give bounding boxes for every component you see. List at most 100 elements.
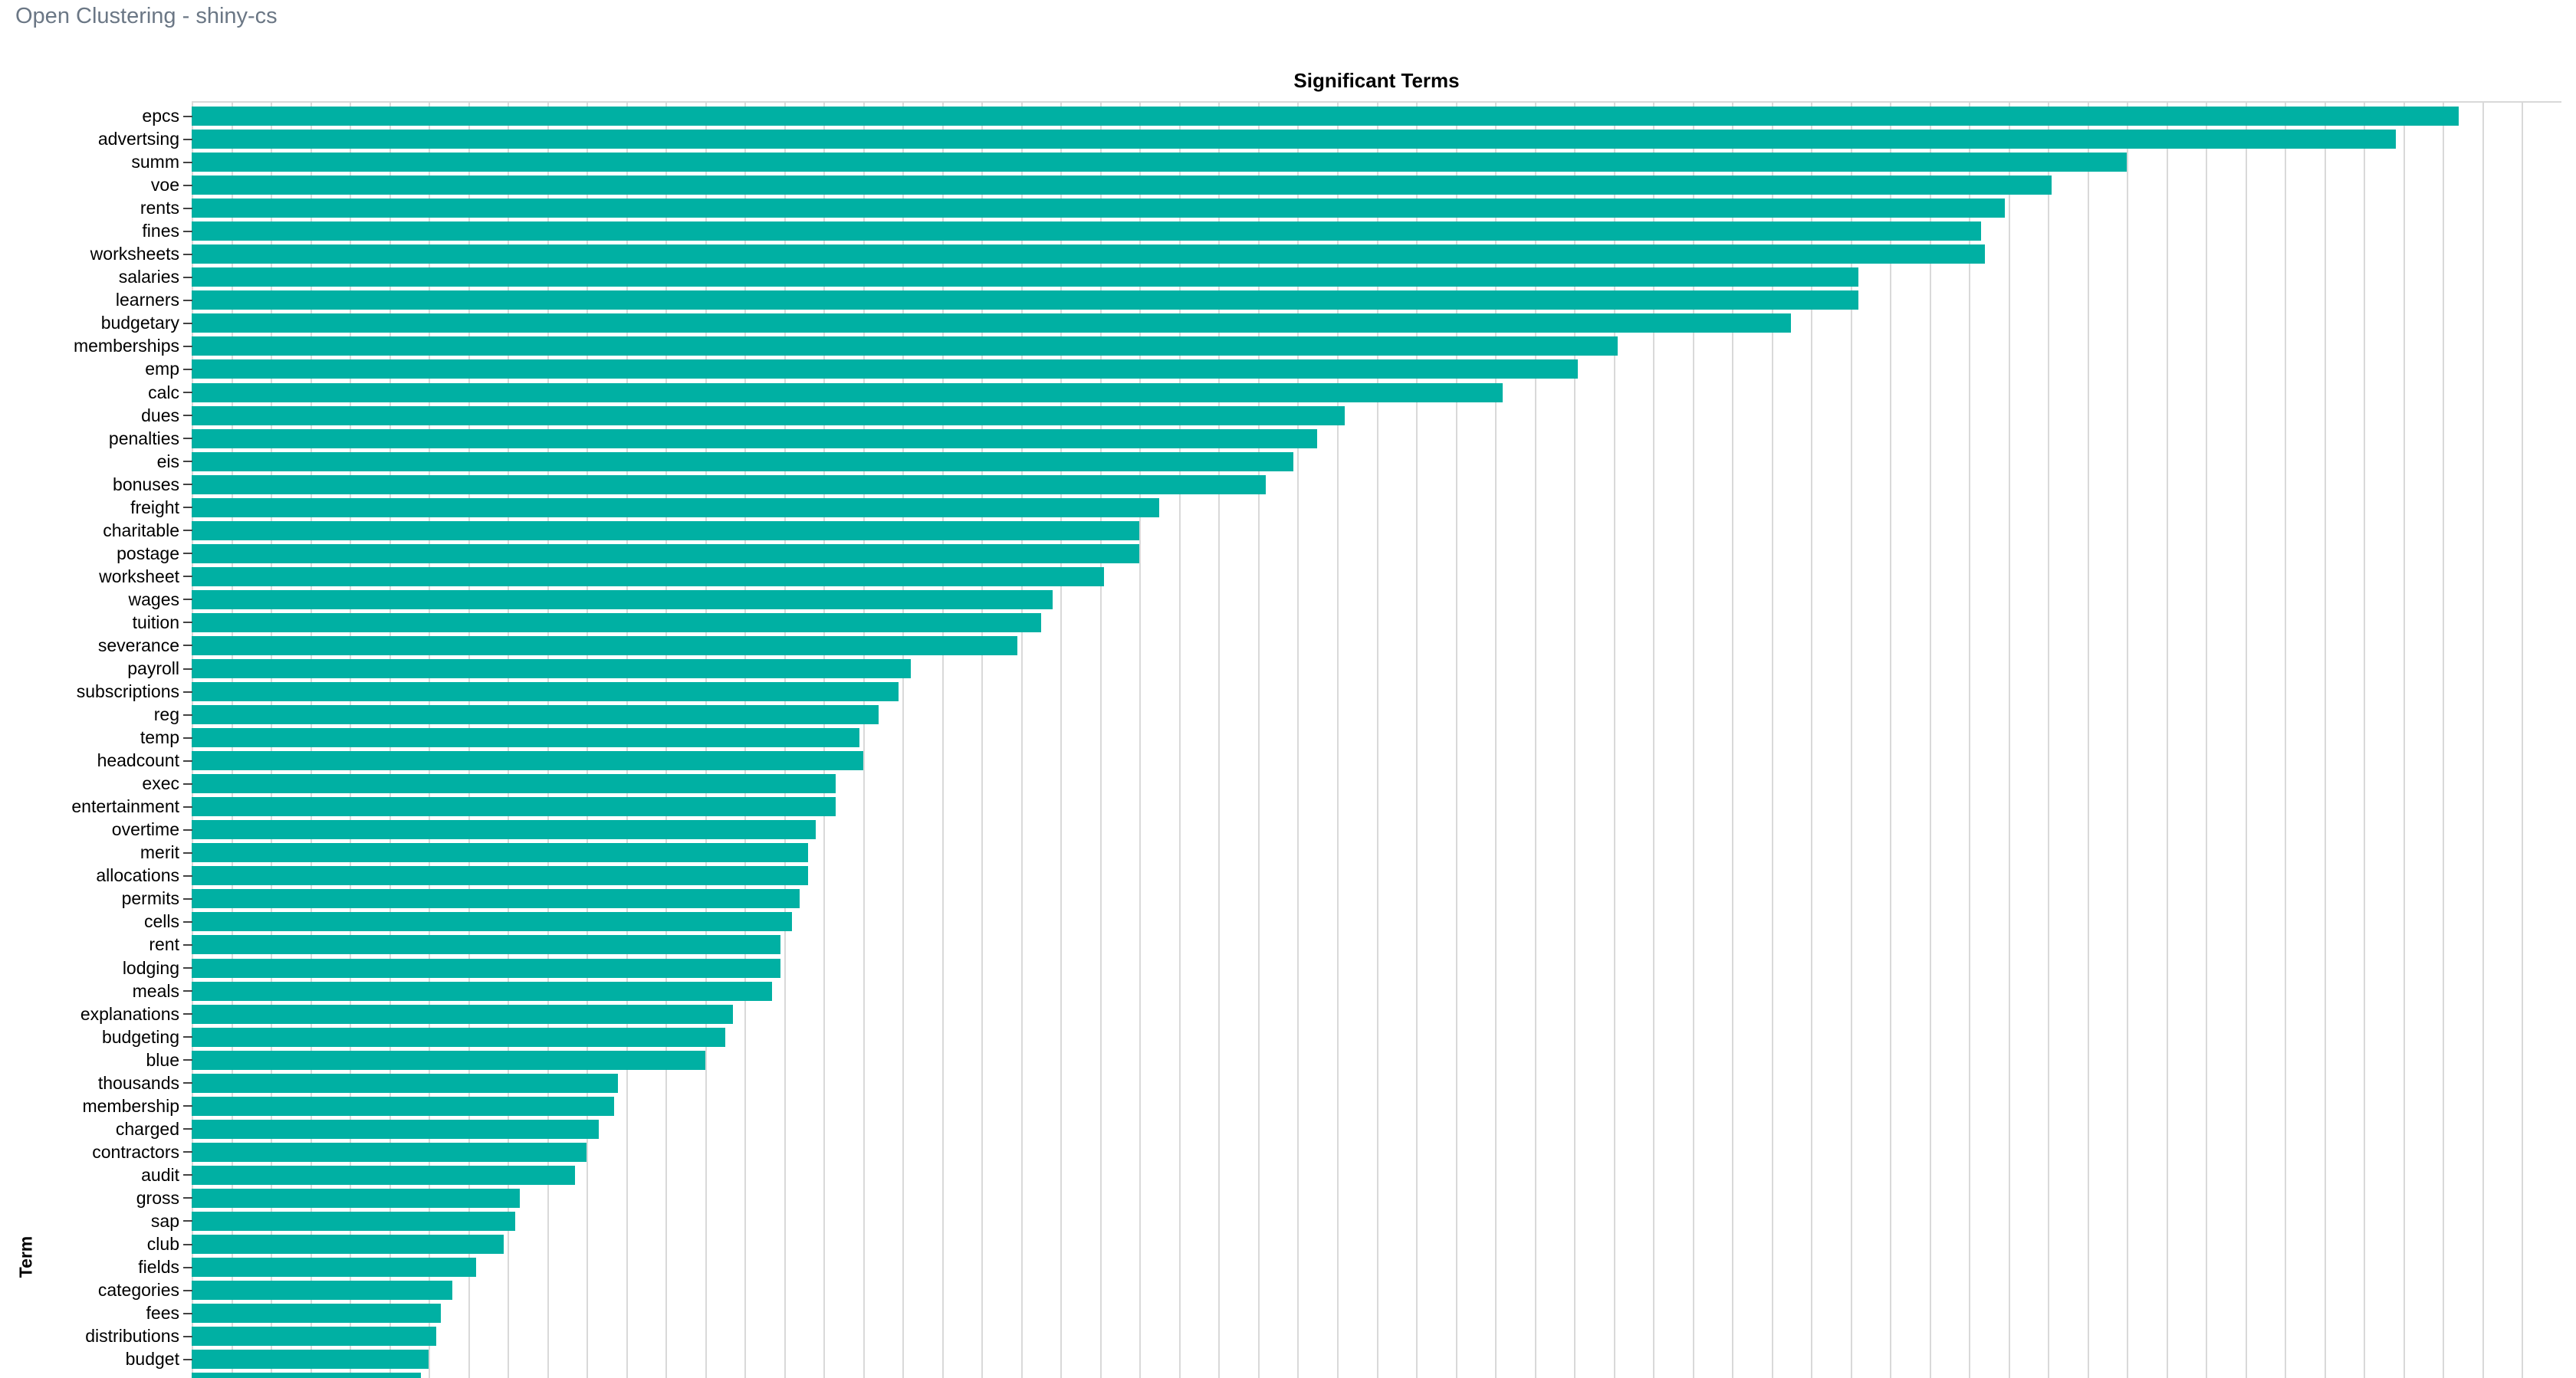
y-tick-mark bbox=[183, 438, 192, 440]
x-gridline bbox=[863, 102, 865, 1378]
y-tick-label: fines bbox=[142, 221, 179, 241]
bar-contractors bbox=[192, 1142, 587, 1162]
y-tick-label: calc bbox=[148, 382, 179, 402]
x-gridline bbox=[2246, 102, 2247, 1378]
y-tick-label: summ bbox=[131, 152, 179, 172]
y-tick-label: dues bbox=[141, 405, 179, 425]
y-tick-label: fees bbox=[146, 1303, 179, 1324]
x-gridline bbox=[1297, 102, 1299, 1378]
y-tick-label: voe bbox=[150, 175, 179, 195]
x-gridline bbox=[2482, 102, 2484, 1378]
y-tick-mark bbox=[183, 1128, 192, 1130]
bar-learners bbox=[192, 290, 1858, 310]
y-tick-mark bbox=[183, 714, 192, 716]
y-tick-label: fields bbox=[138, 1257, 179, 1277]
bar-charitable bbox=[192, 520, 1140, 540]
y-tick-mark bbox=[183, 990, 192, 992]
bar-voe bbox=[192, 176, 2052, 195]
y-tick-label: entertainment bbox=[71, 796, 179, 817]
y-tick-mark bbox=[183, 645, 192, 647]
bar-temp bbox=[192, 728, 859, 748]
x-gridline bbox=[2285, 102, 2286, 1378]
y-tick-label: wages bbox=[128, 589, 179, 609]
y-tick-label: eis bbox=[156, 451, 179, 471]
y-tick-label: club bbox=[146, 1234, 179, 1254]
y-tick-label: headcount bbox=[97, 750, 179, 771]
y-tick-mark bbox=[183, 553, 192, 555]
y-tick-label: reg bbox=[153, 704, 179, 724]
y-tick-label: gross bbox=[136, 1187, 179, 1208]
bar-rent bbox=[192, 935, 780, 955]
y-tick-mark bbox=[183, 622, 192, 624]
y-tick-mark bbox=[183, 161, 192, 163]
y-tick-label: sap bbox=[150, 1210, 179, 1231]
y-tick-label: memberships bbox=[73, 336, 179, 356]
x-gridline bbox=[1811, 102, 1812, 1378]
x-gridline bbox=[1021, 102, 1023, 1378]
x-gridline bbox=[1139, 102, 1141, 1378]
bar-meals bbox=[192, 981, 773, 1001]
plot-area bbox=[192, 102, 2561, 1378]
bar-charged bbox=[192, 1119, 599, 1139]
y-tick-label: tuition bbox=[132, 612, 179, 632]
y-tick-label: cells bbox=[143, 911, 179, 932]
bar-sap bbox=[192, 1211, 516, 1231]
y-tick-label: worksheet bbox=[99, 566, 179, 586]
y-tick-label: meals bbox=[132, 980, 179, 1001]
x-gridline bbox=[1258, 102, 1260, 1378]
y-tick-mark bbox=[183, 1151, 192, 1153]
bar-allocations bbox=[192, 866, 808, 886]
x-gridline bbox=[2206, 102, 2207, 1378]
y-tick-mark bbox=[183, 783, 192, 785]
bar-salaries bbox=[192, 267, 1858, 287]
x-gridline bbox=[1416, 102, 1418, 1378]
x-gridline bbox=[1693, 102, 1694, 1378]
y-tick-mark bbox=[183, 897, 192, 900]
bar-tuition bbox=[192, 612, 1041, 632]
bar-epcs bbox=[192, 107, 2459, 126]
y-tick-label: bonuses bbox=[113, 474, 179, 494]
y-tick-mark bbox=[183, 967, 192, 969]
y-tick-mark bbox=[183, 1013, 192, 1015]
bar-cells bbox=[192, 912, 793, 932]
y-tick-label: distributions bbox=[85, 1326, 179, 1347]
y-tick-label: charged bbox=[115, 1118, 179, 1139]
y-tick-label: permits bbox=[121, 888, 179, 909]
x-gridline bbox=[1851, 102, 1852, 1378]
y-tick-label: rent bbox=[149, 934, 179, 955]
y-tick-mark bbox=[183, 207, 192, 209]
x-gridline bbox=[1060, 102, 1062, 1378]
x-gridline bbox=[1100, 102, 1102, 1378]
bar-emp bbox=[192, 359, 1579, 379]
y-tick-label: rents bbox=[140, 198, 179, 218]
y-tick-mark bbox=[183, 943, 192, 946]
x-gridline bbox=[2048, 102, 2049, 1378]
y-tick-mark bbox=[183, 530, 192, 532]
y-tick-mark bbox=[183, 507, 192, 509]
bar-fields bbox=[192, 1258, 476, 1277]
y-tick-mark bbox=[183, 1220, 192, 1222]
x-gridline bbox=[1377, 102, 1378, 1378]
y-tick-mark bbox=[183, 299, 192, 301]
y-tick-mark bbox=[183, 737, 192, 739]
x-gridline bbox=[1969, 102, 1970, 1378]
bar-subscriptions bbox=[192, 682, 899, 701]
y-tick-mark bbox=[183, 805, 192, 808]
y-tick-mark bbox=[183, 1335, 192, 1337]
bar-thousands bbox=[192, 1073, 619, 1093]
x-gridline bbox=[1574, 102, 1576, 1378]
bar-gross bbox=[192, 1188, 520, 1208]
y-tick-label: emp bbox=[145, 359, 179, 379]
bar-overtime bbox=[192, 820, 816, 840]
bar-entertainment bbox=[192, 797, 836, 817]
bar-bonuses bbox=[192, 474, 1267, 494]
bar-postage bbox=[192, 543, 1140, 563]
y-tick-mark bbox=[183, 1197, 192, 1199]
plot-top-border bbox=[192, 101, 2561, 103]
bar-penalties bbox=[192, 428, 1318, 448]
y-tick-label: learners bbox=[115, 290, 179, 310]
x-gridline bbox=[1653, 102, 1654, 1378]
y-tick-label: budgeting bbox=[101, 1026, 179, 1047]
bar-reg bbox=[192, 705, 879, 724]
y-tick-label: advertsing bbox=[97, 129, 179, 149]
